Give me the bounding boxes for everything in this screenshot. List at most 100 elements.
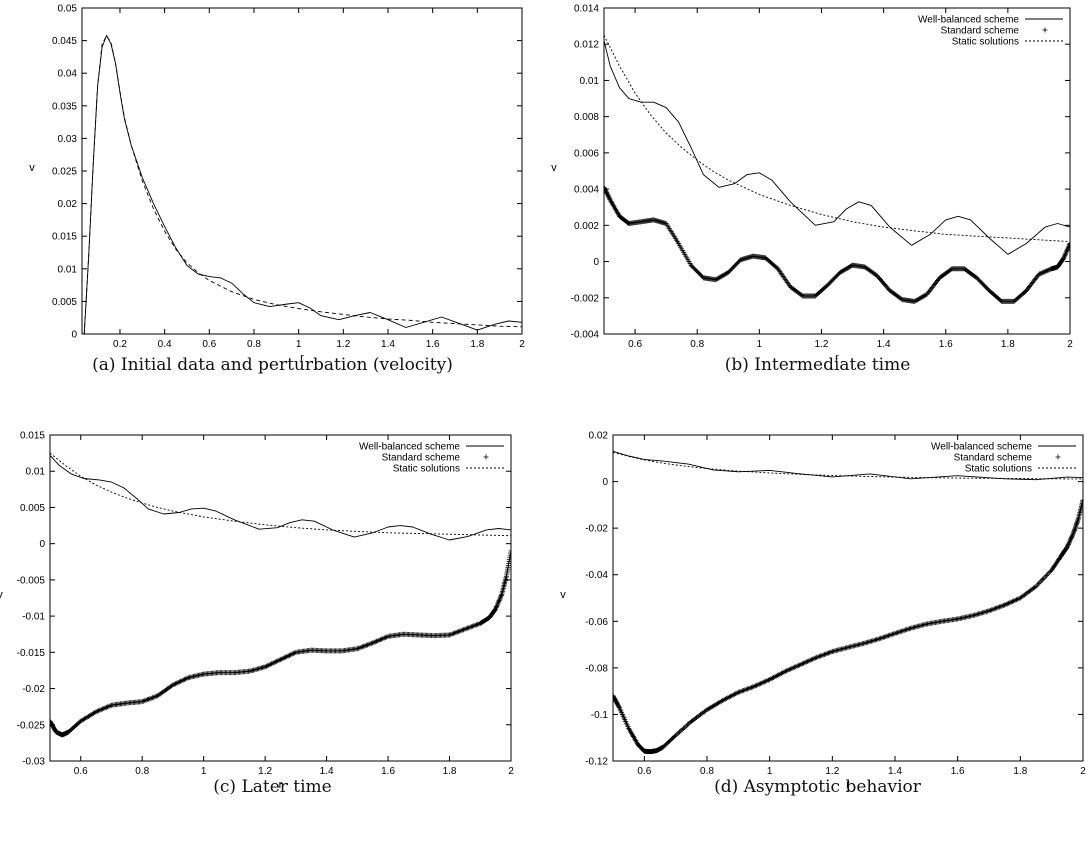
x-tick-label: 1.2	[336, 339, 350, 350]
y-tick-label: 0.006	[574, 148, 599, 159]
y-tick-label: 0.008	[574, 112, 599, 123]
x-tick-label: 1.4	[888, 766, 902, 777]
y-tick-label: 0.002	[574, 221, 599, 232]
chart-c-svg: 0.6 0.8 1 1.2 1.4 1.6 1.8 2 -0.03 -0.025 -0.02 -0.0…	[0, 431, 514, 792]
y-tick-label: 0.012	[574, 40, 599, 51]
x-tick-label: 0.8	[247, 339, 261, 350]
x-tick-label: 0.8	[135, 766, 149, 777]
series-solid-line	[83, 34, 522, 334]
chart-panel-b: 0.6 0.8 1 1.2 1.4 1.6 1.8 2 -0.004 -0.002 0 0.002 0.…	[545, 0, 1090, 422]
plot-frame	[81, 7, 523, 335]
series-solid-line	[604, 40, 1070, 255]
chart-d-caption: (d) Asymptotic behavior	[714, 777, 921, 797]
x-tick-label: 2	[519, 339, 525, 350]
y-tick-label: -0.03	[22, 757, 45, 768]
x-tick-label: 1.6	[381, 766, 395, 777]
series-static-solutions-line	[50, 452, 511, 537]
chart-b-svg: 0.6 0.8 1 1.2 1.4 1.6 1.8 2 -0.004 -0.002 0 0.002 0.…	[551, 4, 1073, 365]
y-tick-label: 0.005	[52, 297, 77, 308]
series-group	[83, 34, 522, 334]
legend-label: Well-balanced scheme	[918, 15, 1019, 26]
y-tick-label: 0.04	[58, 69, 78, 80]
plot-frame	[49, 434, 512, 762]
series-standard-scheme-markers	[604, 184, 1070, 304]
y-tick-label: -0.06	[585, 617, 608, 628]
x-tick-label: 2	[1067, 339, 1073, 350]
series-static-solutions-line	[613, 452, 1083, 480]
y-tick-label: 0.05	[58, 4, 78, 15]
x-tick-label: 0.6	[74, 766, 88, 777]
y-tick-label: 0	[39, 539, 45, 550]
y-tick-label: -0.04	[585, 570, 608, 581]
x-axis-label: r	[300, 352, 304, 364]
y-tick-label: 0.02	[589, 431, 609, 442]
x-tick-label: 1.8	[470, 339, 484, 350]
x-tick-label: 1	[296, 339, 302, 350]
series-solid-line	[613, 450, 1083, 481]
y-tick-label: 0.045	[52, 36, 77, 47]
y-axis-label: v	[560, 589, 566, 601]
x-tick-label: 1.6	[951, 766, 965, 777]
chart-panel-c: 0.6 0.8 1 1.2 1.4 1.6 1.8 2 -0.03 -0.025 -0.02 -0.0…	[0, 422, 545, 844]
x-tick-label: 1.2	[825, 766, 839, 777]
plot-frame	[612, 434, 1084, 762]
chart-panel-d: 0.6 0.8 1 1.2 1.4 1.6 1.8 2 -0.12 -0.1 -0.08 -0.06 -…	[545, 422, 1090, 844]
x-tick-label: 0.6	[202, 339, 216, 350]
legend-label: Well-balanced scheme	[931, 442, 1032, 453]
x-tick-label: 1	[201, 766, 207, 777]
legend-label: Well-balanced scheme	[359, 442, 460, 453]
x-tick-label: 1.2	[258, 766, 272, 777]
chart-a-svg: 0.2 0.4 0.6 0.8 1 1.2 1.4 1.6 1.8 2 0 0.005 0.01 0.01…	[29, 4, 525, 365]
y-tick-label: 0.014	[574, 4, 599, 15]
chart-d-svg: 0.6 0.8 1 1.2 1.4 1.6 1.8 2 -0.12 -0.1 -0.08 -0.06 -…	[560, 431, 1086, 792]
y-tick-label: -0.004	[571, 330, 600, 341]
legend-label: Static solutions	[952, 37, 1019, 48]
legend-label: Static solutions	[393, 464, 460, 475]
y-tick-label: 0.01	[26, 467, 46, 478]
y-tick-label: 0	[602, 477, 608, 488]
x-tick-label: 1.4	[877, 339, 891, 350]
y-tick-label: -0.005	[17, 575, 46, 586]
y-tick-label: -0.1	[591, 710, 609, 721]
series-dashed-line	[83, 35, 522, 334]
y-tick-label: -0.01	[22, 612, 45, 623]
legend-label: Standard scheme	[954, 453, 1033, 464]
x-tick-label: 0.8	[690, 339, 704, 350]
y-tick-label: 0.01	[580, 76, 600, 87]
x-tick-label: 0.6	[628, 339, 642, 350]
x-tick-label: 1.6	[426, 339, 440, 350]
y-axis-label: v	[0, 589, 3, 601]
x-tick-label: 1.8	[1001, 339, 1015, 350]
x-tick-label: 0.2	[113, 339, 127, 350]
series-standard-scheme-markers	[613, 497, 1083, 755]
legend-marker-plus	[483, 454, 489, 460]
y-tick-label: 0.035	[52, 101, 77, 112]
y-tick-label: 0.015	[52, 232, 77, 243]
legend-label: Standard scheme	[941, 26, 1020, 37]
x-tick-label: 1.4	[381, 339, 395, 350]
y-tick-label: 0.005	[20, 503, 45, 514]
x-tick-label: 0.4	[158, 339, 172, 350]
x-axis-label: r	[835, 352, 839, 364]
y-tick-label: -0.002	[571, 293, 600, 304]
series-group	[613, 450, 1083, 755]
x-tick-label: 0.6	[637, 766, 651, 777]
y-tick-label: -0.015	[17, 648, 46, 659]
y-tick-label: -0.02	[585, 524, 608, 535]
plot-frame	[603, 7, 1071, 335]
y-tick-label: -0.12	[585, 757, 608, 768]
x-tick-label: 2	[508, 766, 514, 777]
x-tick-label: 1.6	[939, 339, 953, 350]
y-tick-label: 0.03	[58, 134, 78, 145]
y-tick-label: 0.02	[58, 199, 78, 210]
legend-label: Static solutions	[965, 464, 1032, 475]
legend-marker-plus	[1055, 454, 1061, 460]
x-axis-label: r	[279, 779, 283, 791]
x-tick-label: 0.8	[700, 766, 714, 777]
x-tick-label: 2	[1080, 766, 1086, 777]
y-tick-label: 0	[593, 257, 599, 268]
y-tick-label: -0.08	[585, 663, 608, 674]
chart-b-caption: (b) Intermediate time	[724, 355, 911, 375]
x-axis-label: r	[846, 779, 850, 791]
y-tick-label: 0	[71, 330, 77, 341]
